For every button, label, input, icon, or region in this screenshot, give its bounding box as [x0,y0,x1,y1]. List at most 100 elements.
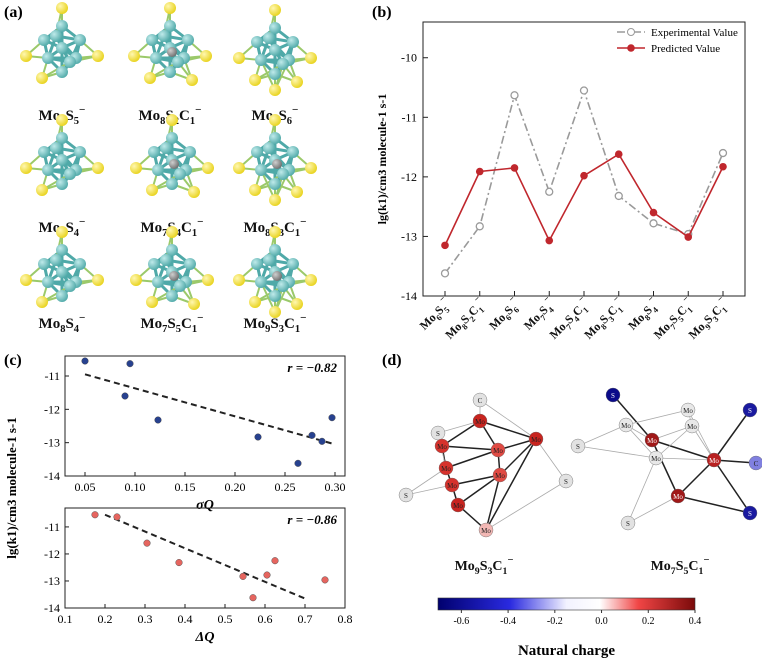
series-experimental-line [444,87,724,274]
bond [445,449,499,469]
mo-atom [38,34,50,46]
data-point [249,594,257,602]
cluster-label-4: Mo7S4C1− [140,216,203,239]
bond [713,409,751,461]
mo-atom [269,22,281,34]
x-tick-label-group: Mo8S2C1− [442,293,486,341]
mo-atom [269,68,281,80]
x-tick-label: 0.7 [298,612,313,626]
y-tick-label: -13 [401,229,417,243]
atom [492,467,508,483]
s-atom [130,162,142,174]
mo-atom [56,132,68,144]
structure-label-mo7s5c1: Mo7S5C1− [651,555,710,577]
mo-atom [152,164,164,176]
data-point [308,431,316,439]
mo-atom [184,146,196,158]
s-atom [305,52,317,64]
cluster-structure [20,114,104,196]
atom [450,497,466,513]
y-axis-label: lg(k1)/cm3 molecule-1 s-1 [375,94,389,225]
s-atom [146,184,158,196]
shared-y-axis-label: lg(k1)/cm3 molecule-1 s-1 [4,417,19,559]
mo-atom [263,254,275,266]
x-tick-label: 0.15 [175,480,196,494]
mo-atom [50,142,62,154]
s-atom [56,114,68,126]
mo-atom [269,132,281,144]
bond [405,467,447,496]
bond [437,420,481,434]
mo-atom [64,280,76,292]
y-tick-label: -10 [401,51,417,65]
x-tick-label: 0.20 [225,480,246,494]
mo-atom [184,258,196,270]
mo-atom [74,34,86,46]
bond [479,399,537,440]
s-atom [269,4,281,16]
y-tick-label: -12 [44,402,60,416]
x-tick-label-group: Mo9S3C1− [683,293,733,343]
colorbar-tick-label: -0.2 [547,616,563,627]
cluster-structure [20,226,104,308]
correlation-annotation-1: r = −0.82 [287,360,337,375]
bond [577,445,657,459]
bond [612,394,653,441]
colorbar-tick-label: 0.4 [689,616,702,627]
cluster-structure [130,226,214,310]
structure-mo7s5c1: S S S C Mo Mo Mo Mo Mo Mo Mo S S [570,387,762,531]
mo-atom [64,56,76,68]
x-tick-label: 0.05 [75,480,96,494]
mo-atom [160,254,172,266]
colorbar-tick-label: -0.6 [453,616,469,627]
colorbar-tick-label: 0.0 [595,616,608,627]
atom-label: Mo [683,407,693,415]
bond [655,425,693,459]
bond [627,495,679,524]
atom [742,505,758,521]
bond [499,438,537,476]
s-atom [233,52,245,64]
predicted-point [684,233,693,241]
experimental-point [614,191,623,201]
bond [713,459,751,514]
x-tick-label: Mo9S3C1− [683,293,733,343]
s-atom [269,84,281,96]
atom [648,450,664,466]
fit-line-1 [84,373,336,446]
colorbar-tick-label: 0.2 [642,616,655,627]
mo-atom [148,258,160,270]
mo-atom [56,66,68,78]
colorbar-tick-label: -0.4 [500,616,516,627]
bond [479,420,537,440]
atom-label: S [436,430,440,438]
data-point [154,416,162,424]
atom-label: Mo [447,482,457,490]
s-atom [36,184,48,196]
x-tick-label: Mo8S3C1− [579,293,629,343]
panel-label-d: (d) [382,352,402,369]
experimental-point [475,222,484,231]
s-atom [291,76,303,88]
atom-label: S [564,478,568,486]
experimental-point [718,148,728,158]
atom-label: Mo [437,443,447,451]
x-tick-label-group: Mo6S6− [486,293,521,332]
bond [535,438,567,482]
bond [441,420,481,447]
atom-label: C [478,397,483,405]
y-tick-label: -13 [44,574,60,588]
mo-atom [255,54,267,66]
mo-atom [56,290,68,302]
predicted-point [580,171,588,180]
s-atom [92,162,104,174]
predicted-point [614,150,623,159]
predicted-point [441,241,449,250]
atom-label: Mo [441,465,451,473]
s-atom [249,296,261,308]
predicted-point [545,236,554,245]
data-point [294,459,302,467]
mo-atom [277,280,289,292]
atom [748,455,762,471]
s-atom [202,162,214,174]
